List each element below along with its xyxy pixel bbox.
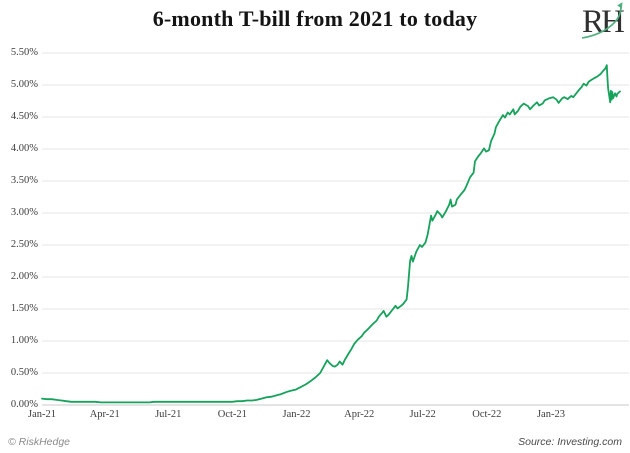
logo-rh-text: RH (582, 4, 624, 40)
footer-source: Source: Investing.com (518, 436, 622, 448)
chart-title: 6-month T-bill from 2021 to today (152, 6, 478, 31)
tbill-line (41, 64, 621, 404)
logo-arrow-icon (581, 2, 623, 39)
riskhedge-logo: RH (581, 2, 627, 40)
footer-copyright: © RiskHedge (8, 436, 71, 448)
